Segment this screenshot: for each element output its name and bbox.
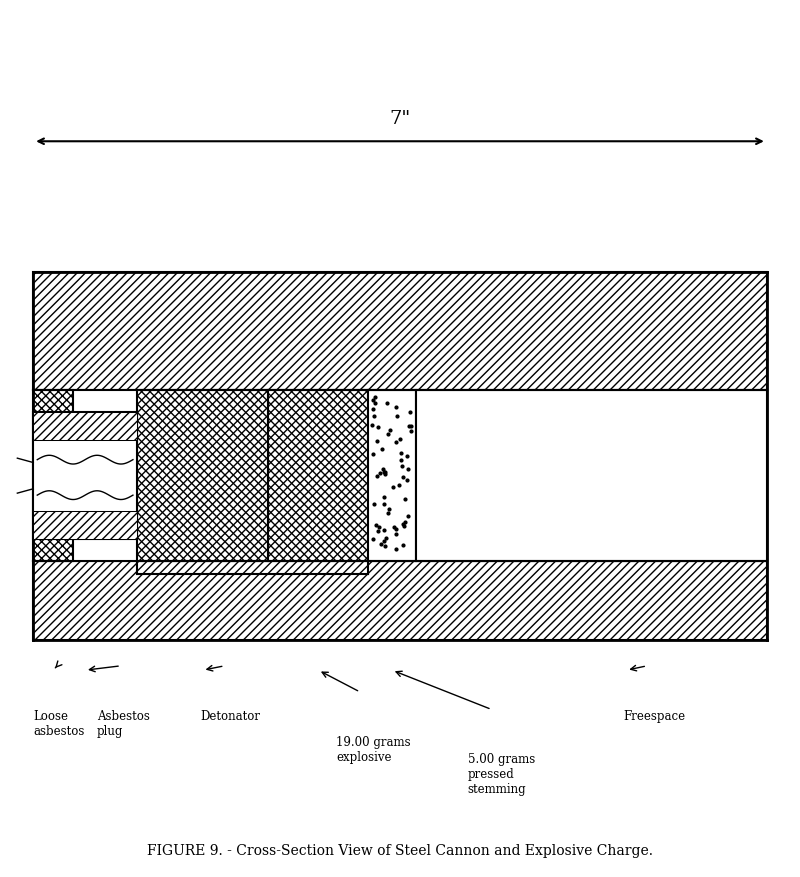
Bar bbox=[34, 390, 73, 561]
Bar bbox=[34, 412, 137, 440]
Bar bbox=[269, 390, 368, 561]
Bar bbox=[137, 390, 269, 561]
Bar bbox=[137, 390, 269, 561]
Text: FIGURE 9. - Cross-Section View of Steel Cannon and Explosive Charge.: FIGURE 9. - Cross-Section View of Steel … bbox=[147, 845, 653, 858]
Bar bbox=[137, 390, 269, 561]
Text: 5.00 grams
pressed
stemming: 5.00 grams pressed stemming bbox=[468, 753, 535, 796]
Bar bbox=[34, 412, 137, 440]
Text: 7": 7" bbox=[390, 111, 410, 128]
Bar bbox=[34, 511, 137, 539]
Text: 19.00 grams
explosive: 19.00 grams explosive bbox=[336, 736, 411, 764]
Bar bbox=[34, 273, 766, 390]
Text: 3|4: 3|4 bbox=[690, 468, 715, 483]
Bar bbox=[34, 412, 137, 539]
Text: Loose
asbestos: Loose asbestos bbox=[34, 709, 85, 738]
Bar bbox=[34, 273, 766, 390]
Text: Asbestos
plug: Asbestos plug bbox=[97, 709, 150, 738]
Bar bbox=[269, 390, 368, 561]
Text: Detonator: Detonator bbox=[201, 709, 261, 723]
Bar bbox=[34, 511, 137, 539]
Bar bbox=[34, 390, 73, 561]
Bar bbox=[34, 561, 766, 639]
Text: Freespace: Freespace bbox=[623, 709, 686, 723]
Bar bbox=[368, 390, 416, 561]
Bar bbox=[416, 390, 766, 561]
Bar bbox=[34, 561, 766, 639]
Bar bbox=[269, 390, 368, 561]
Bar bbox=[34, 390, 766, 561]
